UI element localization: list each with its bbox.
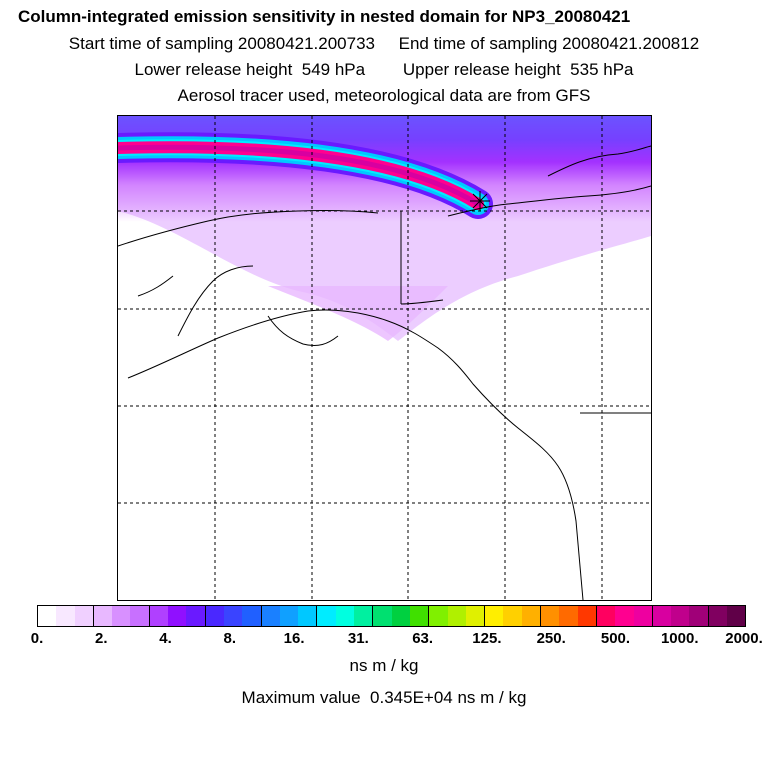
colorbar-segment bbox=[279, 606, 299, 626]
colorbar-segment bbox=[447, 606, 466, 626]
colorbar-segment bbox=[484, 606, 504, 626]
colorbar-segment bbox=[689, 606, 708, 626]
colorbar-segment bbox=[112, 606, 131, 626]
colorbar-segment bbox=[74, 606, 93, 626]
colorbar-segment bbox=[615, 606, 634, 626]
colorbar-segment bbox=[391, 606, 410, 626]
colorbar-segment bbox=[409, 606, 429, 626]
colorbar-segment bbox=[428, 606, 448, 626]
colorbar-tick-label: 31. bbox=[347, 630, 369, 647]
colorbar-segment bbox=[651, 606, 672, 626]
colorbar-segment bbox=[38, 606, 57, 626]
colorbar-tick-label: 1000. bbox=[660, 630, 699, 647]
colorbar-segment bbox=[577, 606, 596, 626]
colorbar-segment bbox=[130, 606, 149, 626]
colorbar-segment bbox=[298, 606, 317, 626]
colorbar-unit-label: ns m / kg bbox=[349, 656, 419, 675]
colorbar-tick-label: 2. bbox=[95, 630, 108, 647]
colorbar-segment bbox=[595, 606, 616, 626]
sampling-time-line: Start time of sampling 20080421.200733 E… bbox=[68, 34, 700, 53]
colorbar-segment bbox=[260, 606, 280, 626]
colorbar-segment bbox=[633, 606, 652, 626]
colorbar-segment bbox=[465, 606, 485, 626]
tracer-info-line: Aerosol tracer used, meteorological data… bbox=[177, 86, 591, 105]
colorbar-segment bbox=[707, 606, 727, 626]
colorbar-segment bbox=[56, 606, 75, 626]
colorbar-segment bbox=[335, 606, 355, 626]
colorbar-segment bbox=[354, 606, 373, 626]
colorbar-tick-label: 4. bbox=[159, 630, 172, 647]
colorbar-segment bbox=[503, 606, 522, 626]
colorbar-tick-labels: 0. 2. 4. 8. 16. 31. 63. 125. 250. 500. 1000. 2000. bbox=[0, 630, 768, 652]
colorbar-tick-label: 125. bbox=[472, 630, 502, 647]
high-sensitivity-plume bbox=[118, 132, 493, 219]
colorbar-segment bbox=[168, 606, 187, 626]
colorbar-segment bbox=[372, 606, 392, 626]
release-height-line: Lower release height 549 hPa Upper relea… bbox=[134, 60, 634, 79]
map-graphic bbox=[118, 116, 651, 600]
colorbar-segment bbox=[540, 606, 560, 626]
colorbar-segment bbox=[148, 606, 169, 626]
colorbar-segment bbox=[316, 606, 336, 626]
colorbar-segment bbox=[223, 606, 243, 626]
colorbar-tick-label: 8. bbox=[223, 630, 237, 647]
sensitivity-map bbox=[117, 115, 652, 601]
star-asterisk-icon bbox=[470, 191, 490, 211]
colorbar-tick-label: 500. bbox=[600, 630, 631, 647]
map-title: Column-integrated emission sensitivity i… bbox=[18, 7, 631, 26]
colorbar-segment bbox=[559, 606, 578, 626]
colorbar-tick-label: 2000. bbox=[725, 630, 763, 647]
colorbar-segment bbox=[242, 606, 261, 626]
colorbar-segment bbox=[726, 606, 746, 626]
colorbar-segment bbox=[92, 606, 113, 626]
colorbar-tick-label: 63. bbox=[412, 630, 434, 647]
colorbar-tick-label: 0. bbox=[30, 630, 44, 647]
colorbar-segment bbox=[186, 606, 205, 626]
sensitivity-field-overlay bbox=[118, 116, 651, 341]
colorbar-segment bbox=[521, 606, 541, 626]
colorbar-tick-label: 16. bbox=[283, 630, 305, 647]
colorbar-segment bbox=[671, 606, 690, 626]
lat-lon-grid bbox=[118, 116, 651, 600]
colorbar-tick-label: 250. bbox=[536, 630, 566, 647]
colorbar bbox=[37, 605, 746, 627]
colorbar-segment bbox=[204, 606, 224, 626]
maximum-value-label: Maximum value 0.345E+04 ns m / kg bbox=[241, 688, 527, 707]
